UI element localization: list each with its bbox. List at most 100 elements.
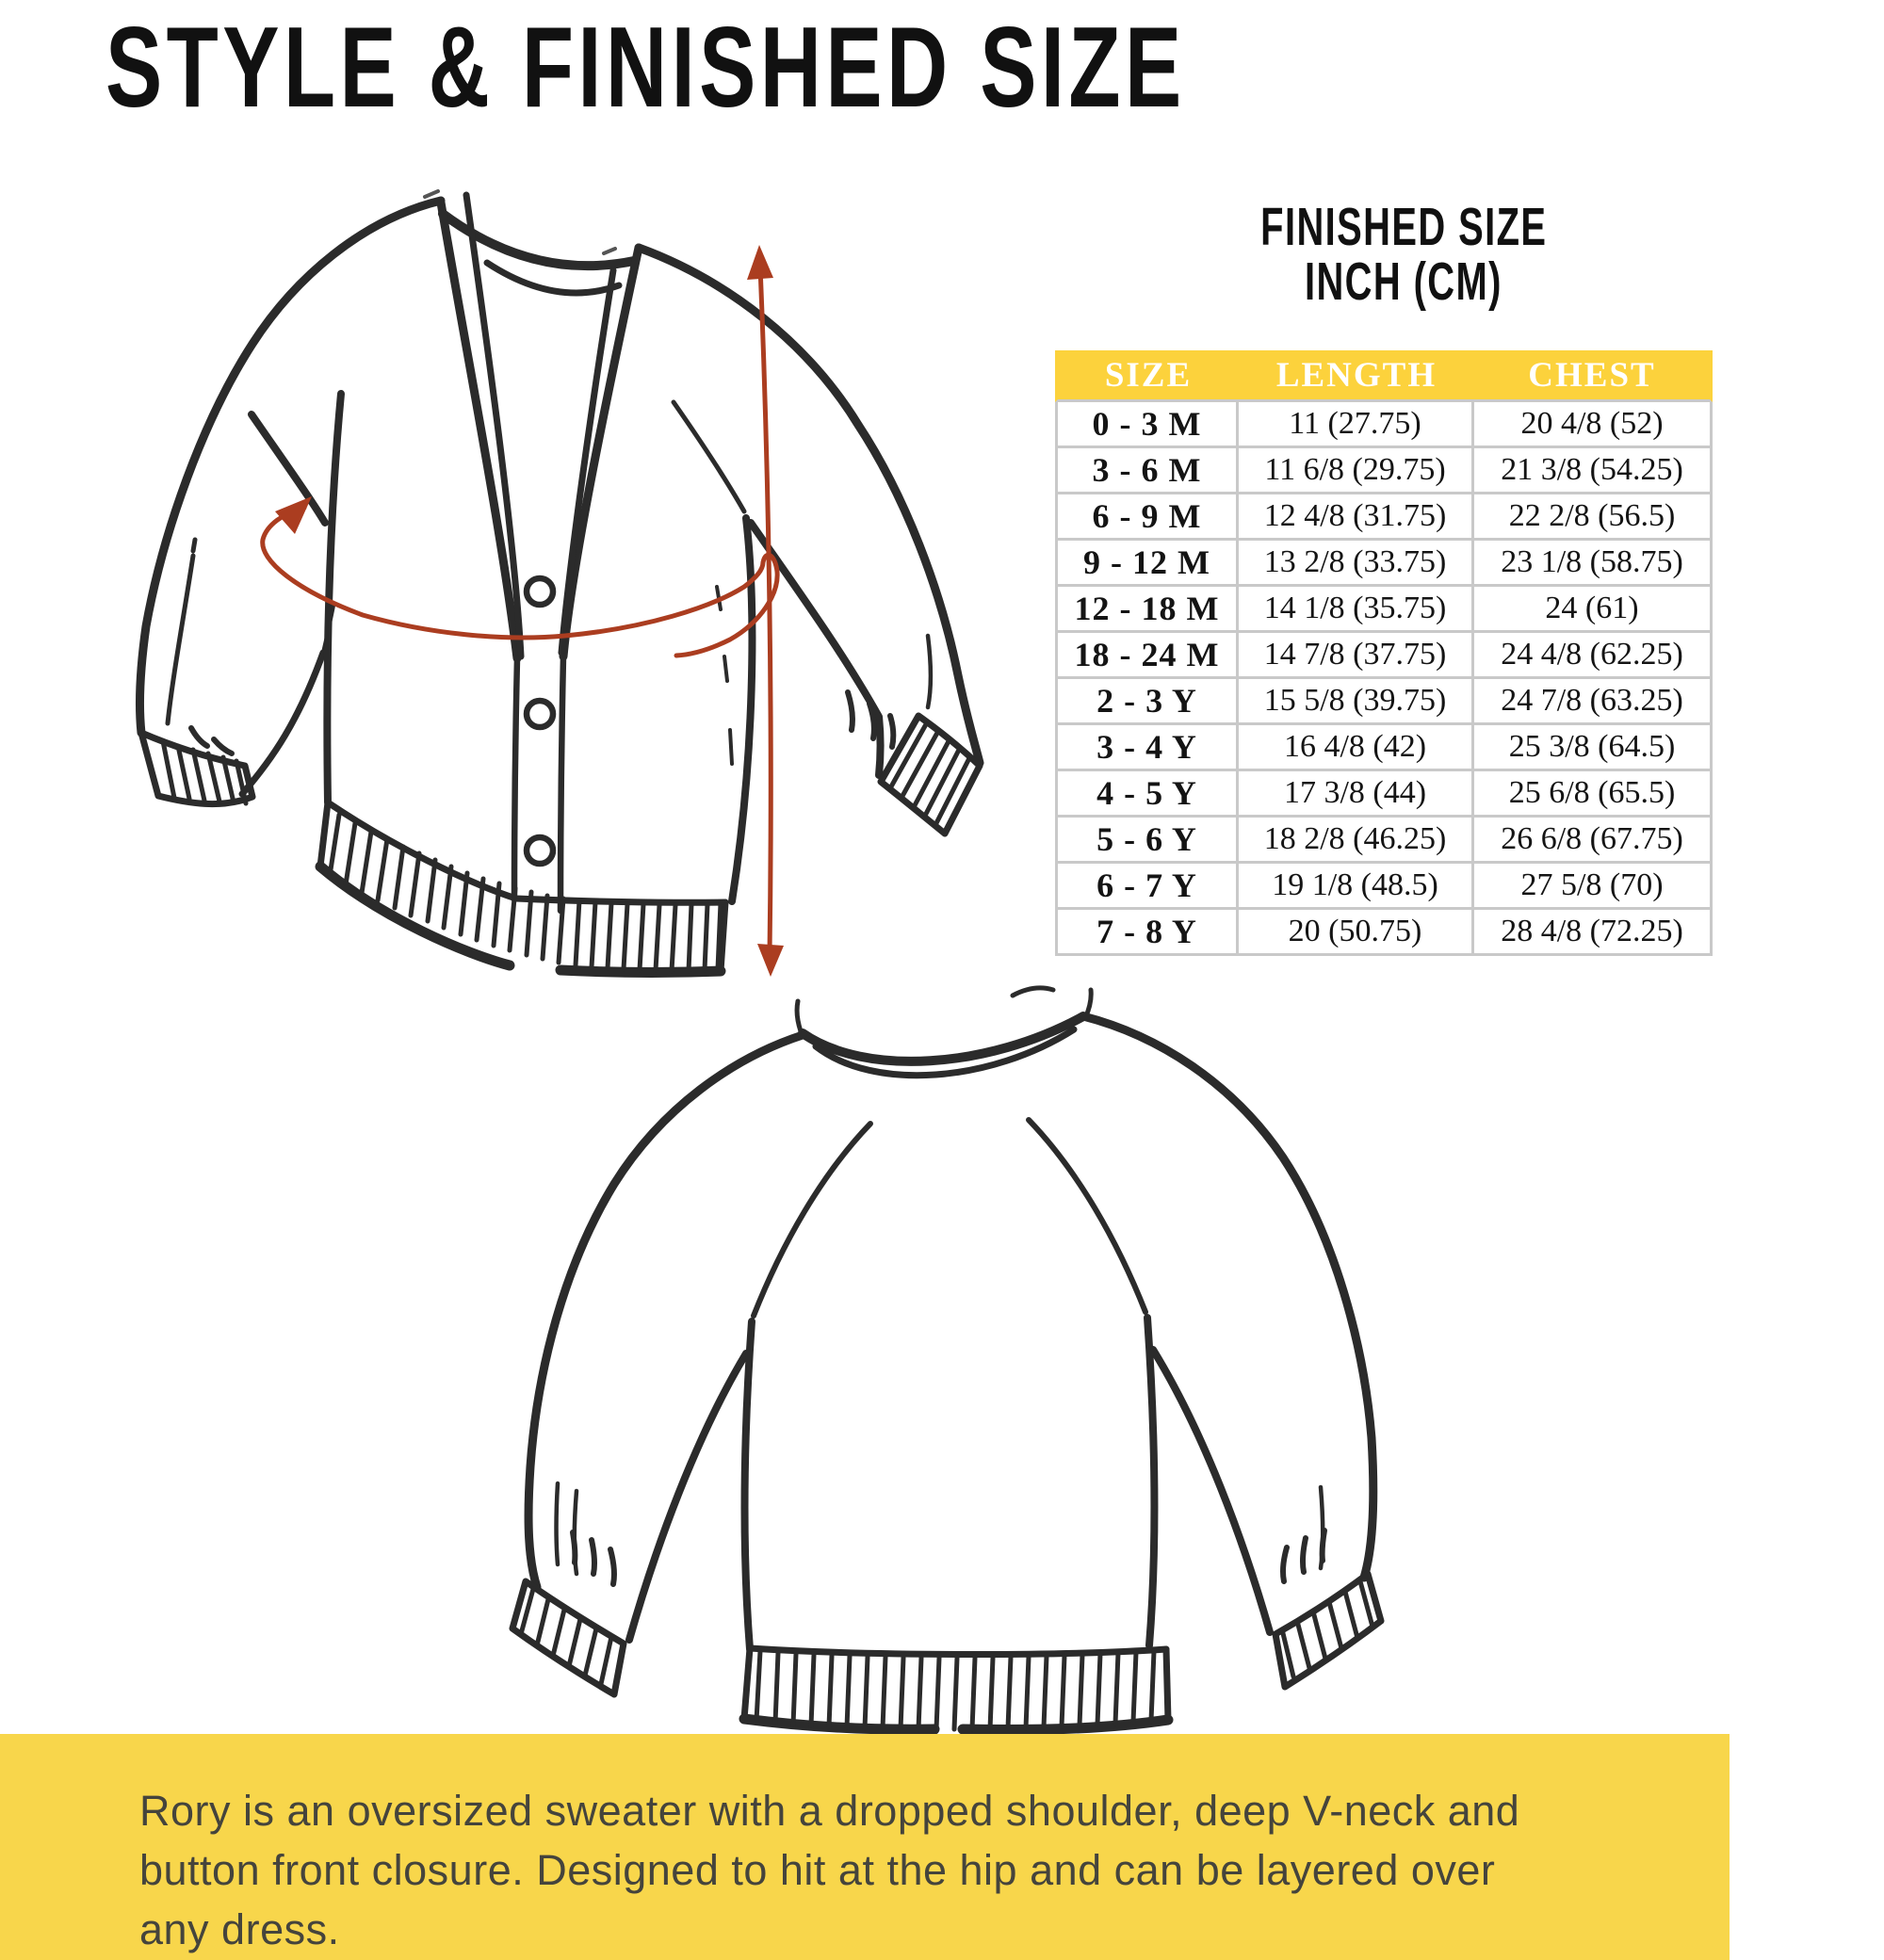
chest-cell: 26 6/8 (67.75): [1474, 818, 1713, 864]
table-row: 6 - 7 Y 19 1/8 (48.5) 27 5/8 (70): [1055, 864, 1713, 910]
finished-size-heading: FINISHED SIZE INCH (CM): [1121, 200, 1686, 309]
right-seam-dashes: [715, 585, 734, 766]
chest-cell: 24 4/8 (62.25): [1474, 633, 1713, 679]
button-bottom: [523, 834, 557, 867]
hem-ribs: [327, 812, 723, 974]
back-right-sleeve-under: [1149, 1346, 1274, 1636]
size-cell: 9 - 12 M: [1055, 541, 1239, 587]
left-sleeve-outer: [135, 196, 446, 737]
size-cell: 6 - 9 M: [1055, 494, 1239, 541]
back-right-cuff-band: [1272, 1570, 1385, 1691]
table-row: 5 - 6 Y 18 2/8 (46.25) 26 6/8 (67.75): [1055, 818, 1713, 864]
back-left-darts: [570, 1530, 617, 1587]
back-left-side-seam: [740, 1318, 755, 1653]
placket-left-line: [511, 655, 521, 903]
table-row: 2 - 3 Y 15 5/8 (39.75) 24 7/8 (63.25): [1055, 679, 1713, 725]
right-cuff-ribs: [887, 721, 972, 828]
back-left-cuff-ribs: [518, 1586, 614, 1687]
chest-cell: 25 3/8 (64.5): [1474, 725, 1713, 771]
button-top: [523, 575, 557, 608]
placket-right-line: [557, 653, 567, 915]
back-right-sleeve-outer: [1079, 1012, 1378, 1582]
back-left-sleeve-outer: [524, 1030, 807, 1592]
description-line: button front closure. Designed to hit at…: [139, 1846, 1496, 1894]
length-arrowhead-top: [747, 245, 773, 280]
description-line: any dress.: [139, 1905, 340, 1953]
chest-arrowhead: [275, 496, 312, 534]
column-header-length: LENGTH: [1239, 350, 1474, 402]
size-cell: 18 - 24 M: [1055, 633, 1239, 679]
table-row: 4 - 5 Y 17 3/8 (44) 25 6/8 (65.5): [1055, 771, 1713, 818]
table-row: 0 - 3 M 11 (27.75) 20 4/8 (52): [1055, 402, 1713, 448]
right-armhole-seam: [671, 399, 747, 514]
length-cell: 12 4/8 (31.75): [1239, 494, 1474, 541]
length-cell: 11 (27.75): [1239, 402, 1474, 448]
column-header-size: SIZE: [1055, 350, 1239, 402]
column-header-chest: CHEST: [1474, 350, 1713, 402]
size-cell: 5 - 6 Y: [1055, 818, 1239, 864]
left-cuff-darts: [188, 725, 235, 756]
collar-tick-marks: [423, 189, 617, 255]
chest-cell: 27 5/8 (70): [1474, 864, 1713, 910]
right-side-seam: [728, 514, 756, 905]
right-cuff-darts: [845, 689, 897, 750]
left-side-seam: [323, 390, 345, 806]
length-cell: 16 4/8 (42): [1239, 725, 1474, 771]
back-left-sleeve-under: [625, 1350, 750, 1644]
back-collar-outer: [798, 1012, 1088, 1066]
finished-size-heading-line1: FINISHED SIZE: [1259, 197, 1548, 257]
left-sleeve-under: [238, 649, 327, 798]
table-row: 12 - 18 M 14 1/8 (35.75) 24 (61): [1055, 587, 1713, 633]
left-armhole-seam: [248, 411, 329, 526]
back-right-darts: [1280, 1528, 1327, 1584]
table-row: 9 - 12 M 13 2/8 (33.75) 23 1/8 (58.75): [1055, 541, 1713, 587]
back-collar-inner: [812, 1026, 1078, 1079]
button-middle: [523, 697, 557, 731]
length-cell: 15 5/8 (39.75): [1239, 679, 1474, 725]
cardigan-front-sketch: [135, 189, 984, 978]
back-hem-ends: [740, 1644, 1172, 1724]
chest-cell: 25 6/8 (65.5): [1474, 771, 1713, 818]
back-left-shoulder-seam: [751, 1121, 873, 1319]
hem-end-caps: [317, 799, 729, 975]
right-sleeve-shading: [925, 633, 934, 710]
length-cell: 14 1/8 (35.75): [1239, 587, 1474, 633]
finished-size-table: SIZE LENGTH CHEST 0 - 3 M 11 (27.75) 20 4/…: [1055, 350, 1713, 956]
right-sleeve-under: [747, 519, 885, 779]
chest-cell: 24 7/8 (63.25): [1474, 679, 1713, 725]
length-cell: 18 2/8 (46.25): [1239, 818, 1474, 864]
size-cell: 4 - 5 Y: [1055, 771, 1239, 818]
back-right-side-seam: [1144, 1314, 1159, 1649]
size-cell: 7 - 8 Y: [1055, 910, 1239, 956]
chest-cell: 21 3/8 (54.25): [1474, 448, 1713, 494]
v-neck-right-inner: [558, 267, 617, 656]
page-title-text: STYLE & FINISHED SIZE: [106, 3, 1186, 131]
length-cell: 14 7/8 (37.75): [1239, 633, 1474, 679]
length-cell: 17 3/8 (44): [1239, 771, 1474, 818]
table-row: 3 - 4 Y 16 4/8 (42) 25 3/8 (64.5): [1055, 725, 1713, 771]
table-row: 18 - 24 M 14 7/8 (37.75) 24 4/8 (62.25): [1055, 633, 1713, 679]
v-neck-left-inner: [463, 191, 525, 660]
front-neckline-inner: [483, 259, 623, 297]
back-right-cuff-ribs: [1279, 1579, 1375, 1679]
length-arrow: [747, 245, 784, 977]
length-arrow-shaft: [757, 264, 773, 957]
back-right-shoulder-seam: [1026, 1117, 1148, 1315]
back-collar-ticks: [794, 985, 1094, 1034]
description-banner: Rory is an oversized sweater with a drop…: [0, 1734, 1730, 1960]
chest-cell: 23 1/8 (58.75): [1474, 541, 1713, 587]
size-cell: 6 - 7 Y: [1055, 864, 1239, 910]
back-left-cuff-band: [509, 1578, 627, 1698]
left-cuff-ribs: [160, 738, 249, 806]
finished-size-heading-line2: INCH (CM): [1305, 251, 1502, 312]
length-cell: 11 6/8 (29.75): [1239, 448, 1474, 494]
sweater-back-sketch: [509, 985, 1385, 1736]
length-cell: 13 2/8 (33.75): [1239, 541, 1474, 587]
table-header-row: SIZE LENGTH CHEST: [1055, 350, 1713, 402]
size-cell: 0 - 3 M: [1055, 402, 1239, 448]
right-sleeve-outer: [634, 243, 984, 768]
length-cell: 20 (50.75): [1239, 910, 1474, 956]
length-arrowhead-bottom: [757, 944, 784, 977]
description-text: Rory is an oversized sweater with a drop…: [139, 1781, 1684, 1959]
